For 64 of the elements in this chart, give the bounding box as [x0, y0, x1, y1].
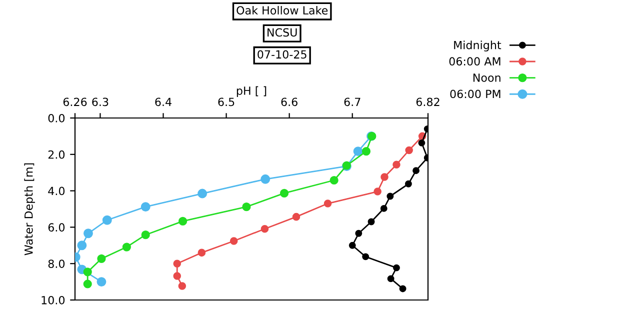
- x-tick-label: 6.26: [63, 98, 87, 106]
- point: [380, 173, 388, 181]
- point: [102, 215, 112, 225]
- point: [368, 218, 375, 226]
- point: [242, 202, 251, 212]
- point: [77, 240, 87, 250]
- point: [140, 202, 150, 212]
- point: [84, 228, 93, 238]
- y-tick-label: 6.0: [48, 223, 65, 232]
- point: [96, 277, 106, 287]
- point: [355, 230, 362, 237]
- point: [97, 254, 106, 263]
- point: [83, 268, 92, 276]
- point: [230, 237, 238, 245]
- y-axis-title: Water Depth [m]: [24, 163, 35, 256]
- x-tick-label: 6.5: [218, 98, 234, 106]
- x-axis-title: pH [ ]: [236, 86, 266, 98]
- point: [198, 248, 206, 257]
- point: [386, 192, 394, 200]
- x-tick-label: 6.4: [155, 98, 172, 106]
- point: [260, 174, 270, 184]
- point: [353, 146, 363, 156]
- legend-label: Noon: [473, 74, 500, 82]
- x-tick-label: 6.6: [281, 98, 298, 106]
- point: [374, 188, 382, 196]
- y-tick-label: 8.0: [48, 260, 65, 268]
- y-tick-label: 0.0: [48, 114, 65, 122]
- point: [141, 230, 150, 240]
- point: [178, 216, 188, 226]
- y-tick-label: 10.0: [42, 296, 65, 304]
- point: [392, 160, 400, 168]
- point: [83, 280, 92, 288]
- point: [404, 180, 412, 188]
- point: [324, 200, 332, 208]
- point: [412, 167, 420, 174]
- point: [387, 275, 394, 282]
- point: [173, 260, 182, 268]
- legend-label: 06:00 AM: [449, 57, 500, 66]
- legend-label: Midnight: [454, 40, 502, 52]
- chart-subtitle: NCSU: [268, 28, 297, 37]
- x-tick-label: 6.7: [344, 98, 360, 106]
- point: [405, 146, 413, 154]
- point: [330, 176, 338, 185]
- point: [122, 242, 131, 252]
- point: [173, 272, 182, 280]
- text: 07-10-25: [258, 50, 306, 59]
- y-tick-label: 2.0: [48, 150, 65, 159]
- point: [399, 285, 406, 292]
- point: [260, 224, 269, 233]
- chart-title: Oak Hollow Lake: [236, 6, 328, 15]
- point: [362, 147, 371, 156]
- point: [198, 188, 208, 198]
- point: [362, 253, 370, 260]
- y-tick-label: 4.0: [48, 186, 65, 196]
- x-tick-label: 6.3: [92, 98, 108, 106]
- point: [280, 188, 289, 198]
- x-tick-label: 6.82: [416, 98, 440, 106]
- point: [393, 264, 400, 272]
- point: [348, 242, 356, 249]
- point: [380, 204, 388, 212]
- point: [418, 139, 426, 146]
- legend-label: 06:00 PM: [450, 90, 500, 98]
- point: [178, 282, 186, 290]
- point: [292, 212, 300, 221]
